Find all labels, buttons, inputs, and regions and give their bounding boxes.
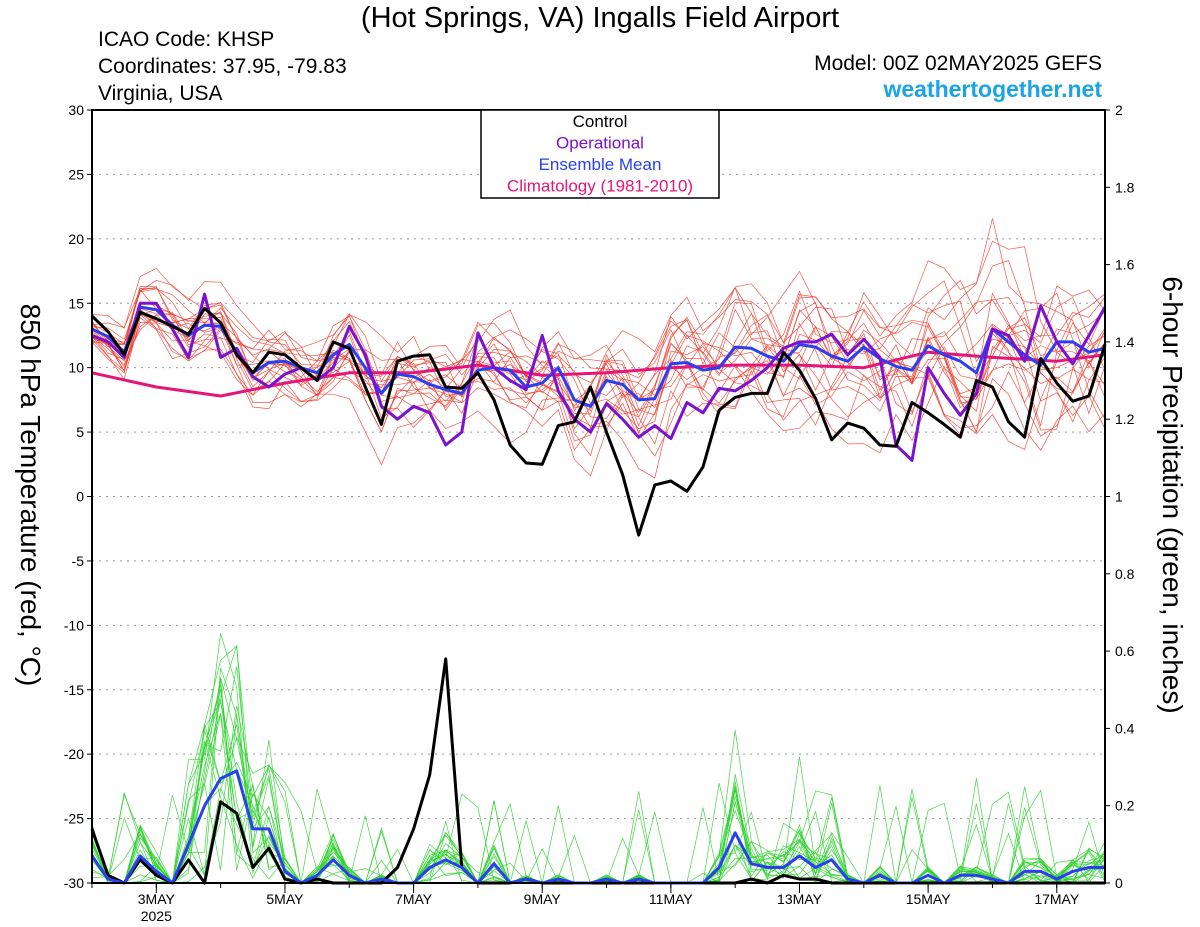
icao-code: ICAO Code: KHSP xyxy=(98,28,275,51)
y-right-tick-label: 0.8 xyxy=(1115,566,1135,582)
y-right-tick-label: 1.2 xyxy=(1115,411,1135,427)
ensemble-members xyxy=(91,218,1106,884)
legend-entry: Climatology (1981-2010) xyxy=(507,177,693,196)
y-right-tick-label: 1.4 xyxy=(1115,334,1135,350)
y-right-tick-label: 0 xyxy=(1115,875,1123,891)
y-right-tick-label: 1 xyxy=(1115,489,1123,505)
legend: Control Operational Ensemble Mean Climatolo… xyxy=(480,109,720,199)
y-left-tick-label: -30 xyxy=(64,875,84,891)
y-right-tick-label: 2 xyxy=(1115,102,1123,118)
temperature-member-line xyxy=(91,218,1106,419)
y-left-tick-label: -15 xyxy=(64,682,84,698)
y-right-tick-label: 1.8 xyxy=(1115,179,1135,195)
coordinates: Coordinates: 37.95, -79.83 xyxy=(98,55,347,78)
chart-series xyxy=(90,292,1107,885)
legend-entry: Ensemble Mean xyxy=(539,155,662,174)
model-run: Model: 00Z 02MAY2025 GEFS xyxy=(814,52,1102,75)
temperature-control-line xyxy=(90,306,1107,537)
y-left-tick-label: 5 xyxy=(76,424,84,440)
y-right-tick-label: 0.6 xyxy=(1115,643,1135,659)
temperature-member-line xyxy=(91,308,1106,440)
x-tick-sublabel: 2025 xyxy=(141,908,172,924)
y-left-tick-label: 25 xyxy=(68,166,84,182)
y-right-tick-label: 0.2 xyxy=(1115,798,1135,814)
y-left-tick-label: 20 xyxy=(68,231,84,247)
axes: 302520151050-5-10-15-20-25-3021.81.61.41… xyxy=(64,102,1135,924)
x-tick-label: 3MAY xyxy=(138,891,176,907)
precip-member-line xyxy=(91,633,1106,884)
x-tick-label: 7MAY xyxy=(395,891,433,907)
legend-box xyxy=(480,109,720,199)
y-right-tick-label: 0.4 xyxy=(1115,720,1135,736)
region: Virginia, USA xyxy=(98,82,223,105)
temperature-member-line xyxy=(91,280,1106,412)
x-tick-label: 5MAY xyxy=(266,891,304,907)
y-left-tick-label: -5 xyxy=(72,553,85,569)
temperature-ensemble-mean-line xyxy=(91,305,1106,408)
precip-member-line xyxy=(91,740,1106,884)
y-left-tick-label: 15 xyxy=(68,295,84,311)
temperature-member-line xyxy=(91,240,1106,457)
temperature-member-line xyxy=(91,288,1106,466)
legend-entry: Control xyxy=(573,112,628,131)
y-left-tick-label: -20 xyxy=(64,746,84,762)
x-tick-label: 9MAY xyxy=(524,891,562,907)
y-left-tick-label: -10 xyxy=(64,617,84,633)
temperature-member-line xyxy=(91,283,1106,384)
y-left-tick-label: 0 xyxy=(76,489,84,505)
x-tick-label: 17MAY xyxy=(1034,891,1080,907)
precip-member-line xyxy=(91,699,1106,884)
temperature-member-line xyxy=(91,280,1106,435)
site-link[interactable]: weathertogether.net xyxy=(883,76,1102,102)
x-tick-label: 13MAY xyxy=(777,891,823,907)
temperature-operational-line xyxy=(91,292,1107,462)
chart-title: (Hot Springs, VA) Ingalls Field Airport xyxy=(360,2,840,34)
precip-ensemble-mean-line xyxy=(90,769,1105,885)
x-tick-label: 11MAY xyxy=(649,891,693,907)
temperature-climatology-1981-2010-line xyxy=(91,350,1106,398)
y-left-tick-label: 30 xyxy=(68,102,84,118)
temperature-member-line xyxy=(91,286,1106,479)
precip-member-line xyxy=(91,684,1106,884)
y-left-tick-label: 10 xyxy=(68,360,84,376)
y-left-tick-label: -25 xyxy=(64,811,84,827)
y-right-tick-label: 1.6 xyxy=(1115,257,1135,273)
legend-entry: Operational xyxy=(556,134,644,153)
x-tick-label: 15MAY xyxy=(906,891,952,907)
